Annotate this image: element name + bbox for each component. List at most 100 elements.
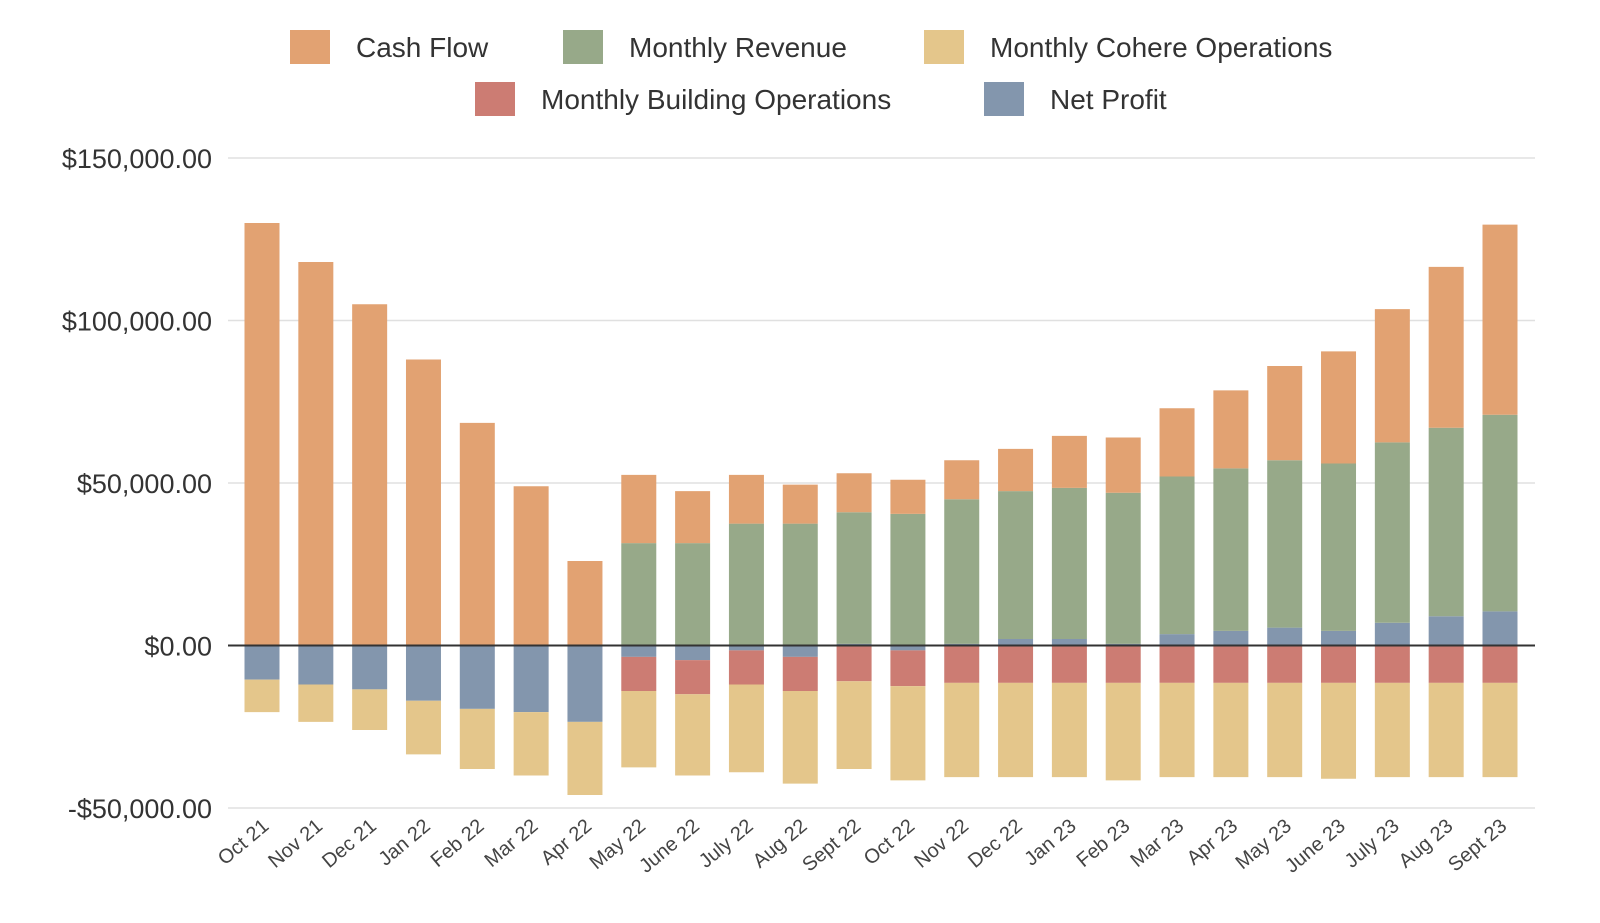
x-tick-label: July 22 [695, 815, 758, 873]
legend: Cash Flow Monthly Revenue Monthly Cohere O… [290, 30, 1332, 116]
x-tick-label: Mar 23 [1126, 815, 1188, 872]
x-tick-label: Feb 22 [427, 815, 489, 872]
bar-monthly-building-operations [1159, 645, 1195, 683]
bar-monthly-building-operations [1213, 645, 1249, 683]
legend-label: Monthly Cohere Operations [990, 32, 1332, 63]
legend-label: Net Profit [1050, 84, 1167, 115]
bar-monthly-revenue [1105, 492, 1141, 644]
bar-cash-flow [459, 422, 495, 646]
bar-monthly-revenue [1374, 442, 1410, 623]
y-tick-label: $0.00 [144, 632, 212, 662]
bar-cash-flow [998, 448, 1034, 492]
bar-monthly-cohere-operations [1321, 682, 1357, 779]
legend-swatch [984, 82, 1024, 116]
bar-monthly-revenue [836, 512, 872, 644]
bar-net-profit [782, 645, 818, 657]
bar-cash-flow [675, 491, 711, 544]
bar-monthly-cohere-operations [782, 691, 818, 784]
bar-monthly-revenue [782, 523, 818, 646]
bar-cash-flow [782, 484, 818, 524]
y-tick-label: $100,000.00 [62, 307, 212, 337]
bar-cash-flow [1267, 366, 1303, 461]
legend-label: Monthly Revenue [629, 32, 847, 63]
bar-net-profit [1159, 634, 1195, 646]
x-tick-label: Dec 22 [964, 815, 1027, 873]
bar-net-profit [890, 645, 926, 651]
bar-net-profit [244, 645, 280, 680]
bar-monthly-cohere-operations [1428, 682, 1464, 778]
bar-monthly-building-operations [836, 645, 872, 682]
bar-monthly-cohere-operations [621, 691, 657, 768]
x-tick-label: Oct 21 [214, 815, 273, 870]
bar-cash-flow [567, 561, 603, 646]
legend-item-monthly-building-operations: Monthly Building Operations [475, 82, 891, 116]
legend-label: Cash Flow [356, 32, 489, 63]
bar-monthly-building-operations [1105, 645, 1141, 683]
bar-monthly-revenue [1267, 460, 1303, 628]
x-tick-label: Apr 23 [1183, 815, 1242, 870]
bar-monthly-revenue [944, 499, 980, 644]
bar-cash-flow [298, 262, 334, 646]
legend-item-cash-flow: Cash Flow [290, 30, 489, 64]
bar-monthly-cohere-operations [1051, 682, 1087, 778]
bar-monthly-revenue [728, 523, 764, 646]
x-tick-label: Sept 23 [1444, 815, 1511, 876]
bar-cash-flow [1321, 351, 1357, 464]
x-tick-label: Nov 22 [910, 815, 973, 873]
bar-monthly-building-operations [1428, 645, 1464, 683]
x-tick-label: Nov 21 [264, 815, 327, 873]
bar-monthly-building-operations [1482, 645, 1518, 683]
bar-monthly-revenue [621, 543, 657, 646]
bar-cash-flow [244, 223, 280, 646]
bar-monthly-building-operations [782, 656, 818, 691]
bar-net-profit [405, 645, 441, 701]
bar-monthly-cohere-operations [1213, 682, 1249, 778]
bar-net-profit [998, 639, 1034, 646]
bar-monthly-revenue [1321, 463, 1357, 631]
bar-monthly-cohere-operations [298, 684, 334, 722]
bar-monthly-cohere-operations [352, 689, 388, 730]
x-tick-label: Apr 22 [537, 815, 596, 870]
x-tick-label: Mar 22 [481, 815, 543, 872]
bar-cash-flow [1051, 435, 1087, 488]
bar-monthly-revenue [1051, 487, 1087, 639]
bar-monthly-cohere-operations [244, 679, 280, 713]
bar-monthly-cohere-operations [836, 681, 872, 769]
legend-label: Monthly Building Operations [541, 84, 891, 115]
bar-net-profit [621, 645, 657, 657]
bar-cash-flow [1374, 309, 1410, 443]
x-tick-label: July 23 [1341, 815, 1404, 873]
bar-monthly-revenue [890, 513, 926, 646]
bar-monthly-building-operations [1267, 645, 1303, 683]
y-tick-label: $150,000.00 [62, 144, 212, 174]
bar-net-profit [1482, 611, 1518, 646]
bar-cash-flow [1482, 224, 1518, 415]
bar-monthly-cohere-operations [1105, 682, 1141, 781]
bar-net-profit [1213, 630, 1249, 646]
bars [244, 223, 1518, 795]
bar-monthly-building-operations [998, 645, 1034, 683]
bar-monthly-building-operations [675, 660, 711, 695]
bar-monthly-cohere-operations [944, 682, 980, 778]
bar-monthly-cohere-operations [890, 686, 926, 781]
bar-net-profit [1051, 639, 1087, 646]
bar-cash-flow [728, 474, 764, 524]
bar-monthly-cohere-operations [1267, 682, 1303, 778]
bar-net-profit [513, 645, 549, 713]
bar-monthly-building-operations [944, 645, 980, 683]
bar-net-profit [1321, 630, 1357, 646]
bar-cash-flow [1428, 266, 1464, 428]
x-tick-label: June 23 [1281, 815, 1350, 878]
bar-monthly-building-operations [621, 656, 657, 691]
bar-monthly-revenue [1482, 414, 1518, 612]
bar-monthly-building-operations [1321, 645, 1357, 683]
bar-cash-flow [836, 473, 872, 513]
legend-swatch [924, 30, 964, 64]
legend-swatch [290, 30, 330, 64]
bar-monthly-cohere-operations [998, 682, 1034, 778]
bar-monthly-revenue [1428, 427, 1464, 617]
bar-cash-flow [1213, 390, 1249, 469]
bar-net-profit [1267, 627, 1303, 646]
bar-monthly-revenue [1159, 476, 1195, 635]
